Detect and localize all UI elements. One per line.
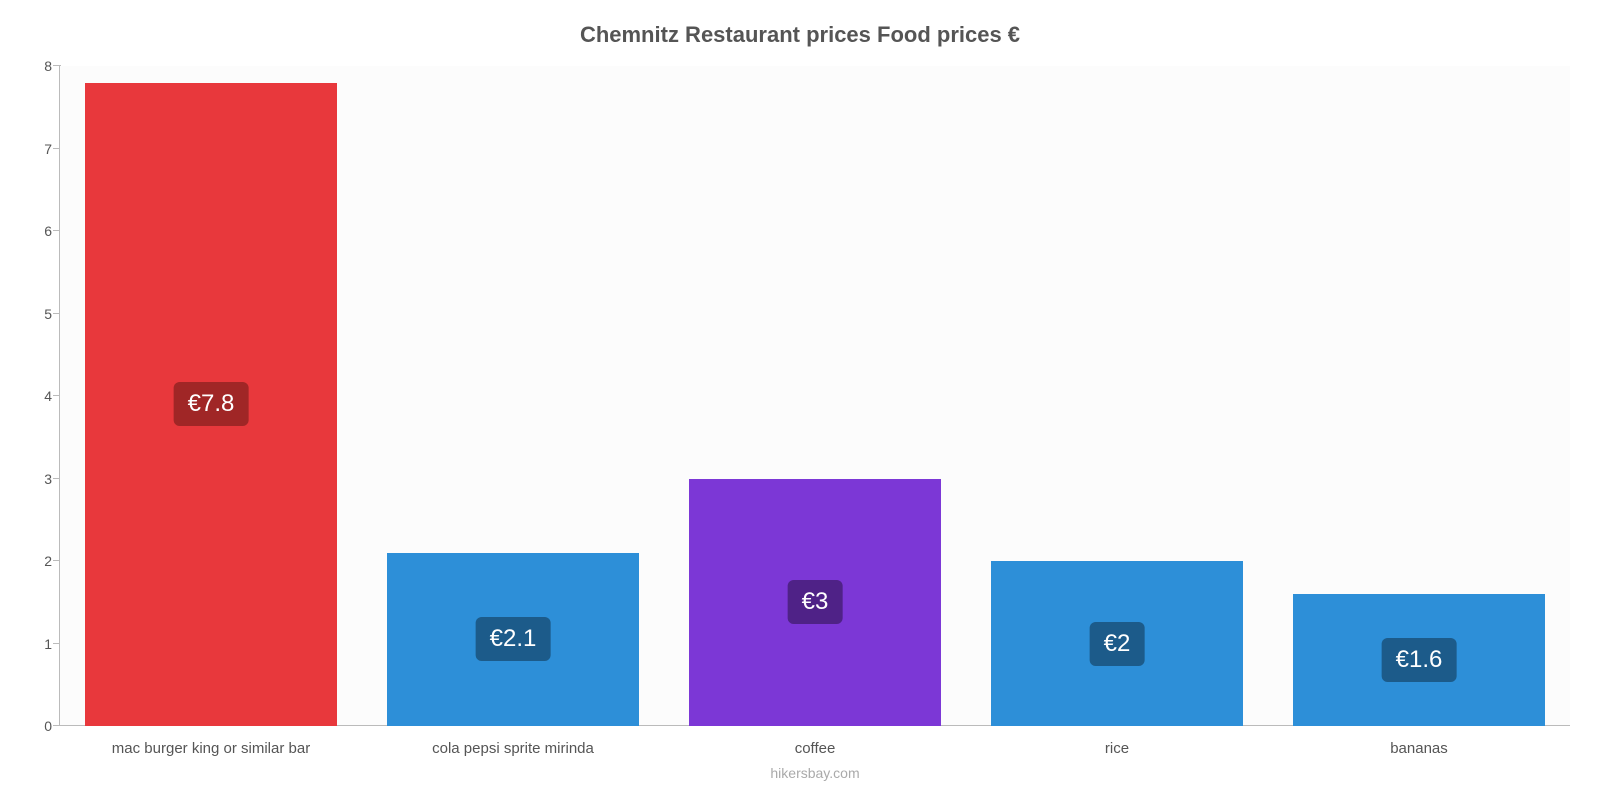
bar-slot: €7.8	[61, 66, 361, 726]
x-axis-label: cola pepsi sprite mirinda	[363, 740, 663, 757]
bar-value-label: €2	[1090, 622, 1145, 666]
bar: €2.1	[387, 553, 639, 726]
y-tick-label: 4	[44, 388, 52, 404]
bar: €1.6	[1293, 594, 1545, 726]
bar-slot: €2.1	[363, 66, 663, 726]
bar-slot: €1.6	[1269, 66, 1569, 726]
bar-value-label: €1.6	[1382, 638, 1457, 682]
plot-row: 012345678 €7.8€2.1€3€2€1.6	[30, 66, 1570, 726]
x-axis-labels: mac burger king or similar barcola pepsi…	[60, 726, 1570, 757]
y-tick-label: 6	[44, 223, 52, 239]
bar: €3	[689, 479, 941, 727]
y-tick-label: 5	[44, 306, 52, 322]
bar-slot: €3	[665, 66, 965, 726]
y-tick-label: 1	[44, 636, 52, 652]
bar-value-label: €7.8	[174, 382, 249, 426]
x-axis-label: rice	[967, 740, 1267, 757]
bar-slot: €2	[967, 66, 1267, 726]
y-tick-label: 7	[44, 141, 52, 157]
y-tick-label: 8	[44, 58, 52, 74]
y-tick-label: 3	[44, 471, 52, 487]
chart-title: Chemnitz Restaurant prices Food prices €	[30, 10, 1570, 66]
x-axis-label: coffee	[665, 740, 965, 757]
x-axis-label: mac burger king or similar bar	[61, 740, 361, 757]
plot-area: €7.8 €2.1 €3 €2 €1.6	[60, 66, 1570, 726]
chart-container: Chemnitz Restaurant prices Food prices €…	[0, 0, 1600, 800]
bar-value-label: €3	[788, 580, 843, 624]
bar-value-label: €2.1	[476, 617, 551, 661]
x-axis-label: bananas	[1269, 740, 1569, 757]
y-tick-label: 2	[44, 553, 52, 569]
y-tick-label: 0	[44, 718, 52, 734]
bar: €7.8	[85, 83, 337, 727]
bars-container: €7.8 €2.1 €3 €2 €1.6	[60, 66, 1570, 726]
chart-footer: hikersbay.com	[60, 757, 1570, 781]
bar: €2	[991, 561, 1243, 726]
y-axis: 012345678	[30, 66, 60, 726]
